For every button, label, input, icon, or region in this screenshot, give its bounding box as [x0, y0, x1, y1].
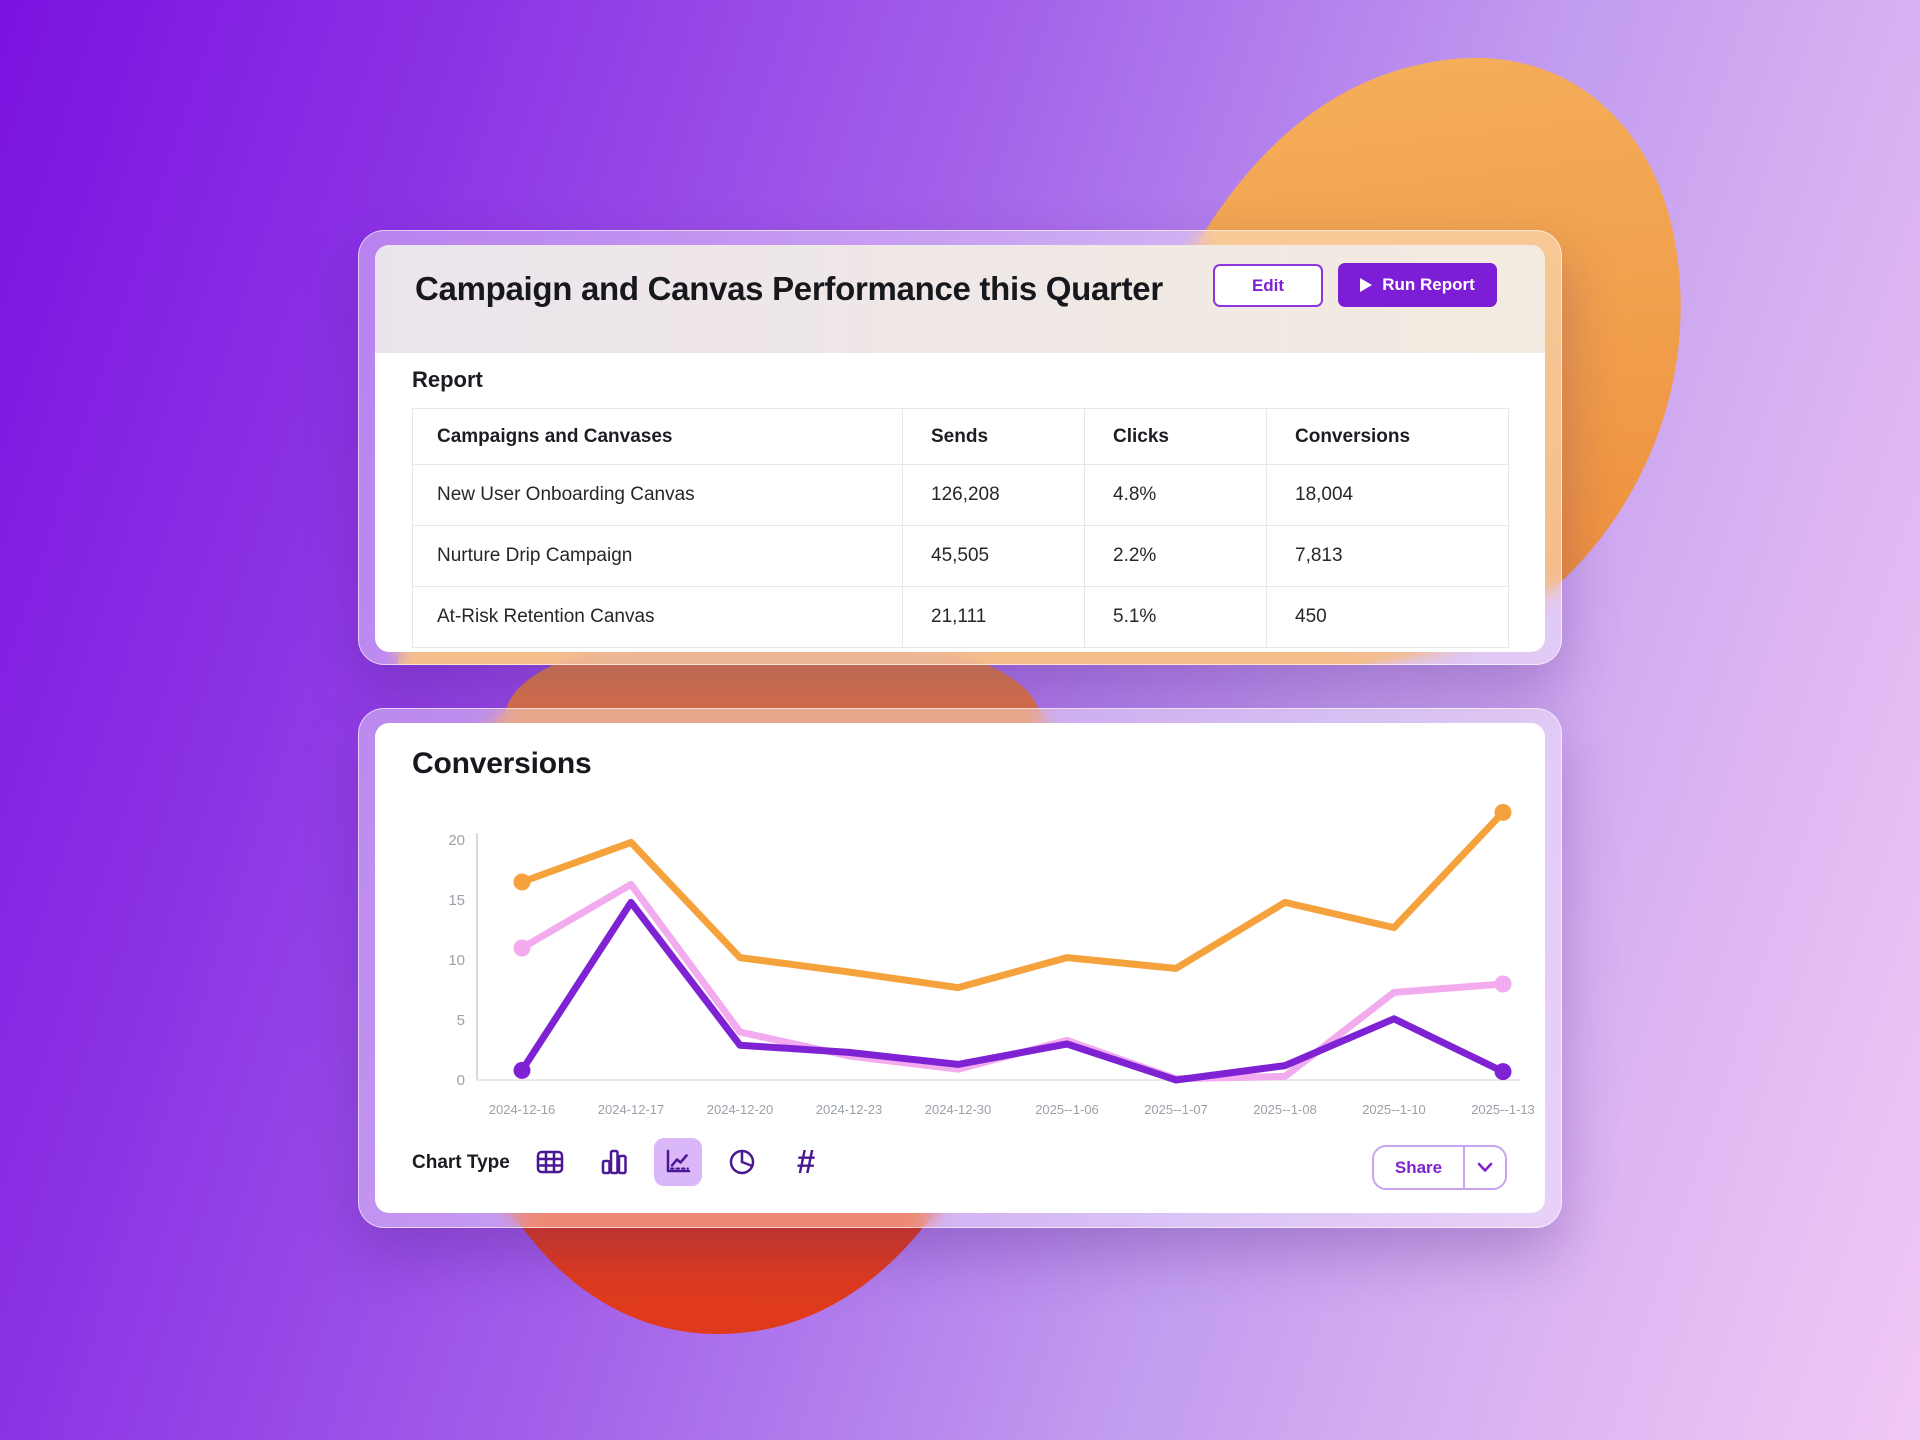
- column-header: Conversions: [1266, 408, 1509, 465]
- x-tick-label: 2025--1-08: [1253, 1102, 1317, 1117]
- table-cell: 21,111: [902, 586, 1085, 648]
- run-report-label: Run Report: [1382, 275, 1475, 294]
- report-card: Campaign and Canvas Performance this Qua…: [358, 230, 1562, 665]
- share-label: Share: [1394, 1157, 1443, 1177]
- line-chart-icon: [666, 1149, 691, 1173]
- report-card-title: Campaign and Canvas Performance this Qua…: [415, 270, 1163, 307]
- chart-type-pie-button[interactable]: [718, 1138, 766, 1186]
- series-line-purple: [518, 898, 1507, 1084]
- report-card-inner: Campaign and Canvas Performance this Qua…: [375, 245, 1545, 652]
- x-tick-label: 2025--1-13: [1471, 1102, 1535, 1117]
- table-cell: 5.1%: [1084, 586, 1267, 648]
- y-tick-label: 10: [448, 952, 465, 969]
- series-endpoint-purple: [1494, 1063, 1512, 1081]
- report-section-label: Report: [412, 367, 483, 392]
- conversions-line-chart: 0 5 10 15 20 2024-12-16 2024-12-17 2024-12-20 20…: [448, 803, 1535, 1117]
- chart-title: Conversions: [412, 747, 592, 780]
- chart-type-toolbar: #: [526, 1138, 830, 1186]
- table-cell: Nurture Drip Campaign: [412, 525, 903, 587]
- number-sign-icon: #: [796, 1143, 816, 1180]
- report-table-header-row: Campaigns and Canvases Sends Clicks Convers…: [412, 408, 1509, 465]
- x-tick-label: 2024-12-17: [598, 1102, 665, 1117]
- x-tick-label: 2025--1-06: [1035, 1102, 1099, 1117]
- report-table: Campaigns and Canvases Sends Clicks Convers…: [412, 408, 1509, 648]
- y-tick-label: 20: [448, 832, 465, 849]
- report-card-header: Campaign and Canvas Performance this Qua…: [375, 245, 1545, 353]
- edit-button[interactable]: Edit: [1213, 264, 1323, 307]
- table-row: New User Onboarding Canvas 126,208 4.8% 18,…: [412, 464, 1509, 526]
- series-endpoint-pink: [513, 939, 531, 957]
- series-line-orange: [518, 808, 1507, 992]
- x-tick-label: 2025--1-07: [1144, 1102, 1208, 1117]
- y-tick-label: 5: [457, 1012, 465, 1029]
- table-cell: 450: [1266, 586, 1509, 648]
- chart-type-table-button[interactable]: [526, 1138, 574, 1186]
- table-row: Nurture Drip Campaign 45,505 2.2% 7,813: [412, 525, 1509, 587]
- chart-type-bar-button[interactable]: [590, 1138, 638, 1186]
- table-cell: 18,004: [1266, 464, 1509, 526]
- x-tick-label: 2024-12-16: [489, 1102, 556, 1117]
- report-section: Report Campaigns and Canvases Sends Clicks…: [375, 367, 1545, 648]
- table-cell: 45,505: [902, 525, 1085, 587]
- column-header: Sends: [902, 408, 1085, 465]
- x-tick-label: 2024-12-23: [816, 1102, 883, 1117]
- table-cell: 2.2%: [1084, 525, 1267, 587]
- chart-type-number-button[interactable]: #: [782, 1138, 830, 1186]
- chart-card-inner: Conversions 0 5 10 15 20 2024-12-16 2024-12-17…: [375, 723, 1545, 1213]
- chart-type-line-button[interactable]: [654, 1138, 702, 1186]
- series-line-pink: [518, 880, 1507, 1083]
- chevron-down-icon[interactable]: [1465, 1147, 1505, 1188]
- chart-card: Conversions 0 5 10 15 20 2024-12-16 2024-12-17…: [358, 708, 1562, 1228]
- table-cell: 7,813: [1266, 525, 1509, 587]
- bar-chart-icon: [601, 1149, 627, 1175]
- x-tick-label: 2025--1-10: [1362, 1102, 1426, 1117]
- pie-chart-icon: [729, 1149, 755, 1175]
- table-cell: At-Risk Retention Canvas: [412, 586, 903, 648]
- table-cell: New User Onboarding Canvas: [412, 464, 903, 526]
- y-tick-label: 0: [457, 1072, 465, 1089]
- table-row: At-Risk Retention Canvas 21,111 5.1% 450: [412, 586, 1509, 648]
- series-endpoint-pink: [1494, 975, 1512, 993]
- chart-type-label: Chart Type: [412, 1152, 510, 1173]
- table-icon: [536, 1150, 564, 1174]
- share-divider: [1463, 1147, 1465, 1188]
- play-icon: [1360, 278, 1373, 292]
- column-header: Clicks: [1084, 408, 1267, 465]
- x-tick-label: 2024-12-30: [925, 1102, 992, 1117]
- table-cell: 126,208: [902, 464, 1085, 526]
- series-endpoint-orange: [513, 873, 531, 891]
- x-tick-label: 2024-12-20: [707, 1102, 774, 1117]
- series-endpoint-purple: [513, 1061, 531, 1079]
- series-endpoint-orange: [1494, 803, 1512, 821]
- column-header: Campaigns and Canvases: [412, 408, 903, 465]
- y-tick-label: 15: [448, 892, 465, 909]
- run-report-button[interactable]: Run Report: [1338, 263, 1497, 307]
- report-table-body: New User Onboarding Canvas 126,208 4.8% 18,…: [412, 464, 1509, 648]
- share-button[interactable]: Share: [1372, 1145, 1507, 1190]
- table-cell: 4.8%: [1084, 464, 1267, 526]
